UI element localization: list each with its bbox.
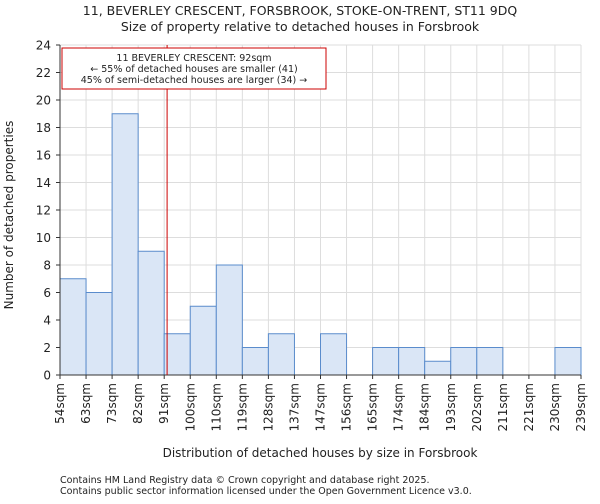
x-tick-label: 230sqm (548, 383, 562, 431)
y-tick-label: 12 (36, 204, 51, 218)
y-tick-label: 0 (43, 369, 51, 383)
histogram-bar (215, 264, 243, 376)
x-tick-label: 147sqm (314, 383, 328, 431)
x-tick-label: 73sqm (105, 383, 119, 424)
x-tick-label: 137sqm (287, 383, 301, 431)
histogram-bar (450, 347, 478, 376)
x-tick-label: 221sqm (522, 383, 536, 431)
x-tick-label: 91sqm (157, 383, 171, 424)
histogram-bar (59, 278, 87, 376)
histogram-bar (372, 347, 400, 376)
histogram-bar (189, 305, 217, 376)
histogram-bar (111, 113, 139, 376)
annotation-line-3: 45% of semi-detached houses are larger (… (81, 75, 308, 86)
property-annotation: 11 BEVERLEY CRESCENT: 92sqm ← 55% of det… (61, 47, 327, 90)
x-tick-label: 110sqm (209, 383, 223, 431)
x-tick-label: 54sqm (53, 383, 67, 424)
y-tick-label: 2 (43, 341, 51, 355)
histogram-bar (241, 347, 269, 376)
histogram-bar (137, 250, 165, 376)
annotation-line-2: ← 55% of detached houses are smaller (41… (90, 64, 297, 75)
x-tick-label: 211sqm (496, 383, 510, 431)
x-axis-label: Distribution of detached houses by size … (163, 446, 478, 460)
y-tick-label: 18 (36, 121, 51, 135)
x-tick-label: 202sqm (470, 383, 484, 431)
histogram-bar (320, 333, 348, 376)
annotation-box (61, 47, 327, 90)
y-tick-label: 4 (43, 314, 51, 328)
y-tick-label: 14 (36, 176, 51, 190)
histogram-bar (398, 347, 426, 376)
x-tick-label: 119sqm (235, 383, 249, 431)
annotation-line-1: 11 BEVERLEY CRESCENT: 92sqm (116, 53, 271, 64)
x-tick-label: 193sqm (444, 383, 458, 431)
y-tick-label: 16 (36, 149, 51, 163)
histogram-bar (267, 333, 295, 376)
y-tick-label: 20 (36, 94, 51, 108)
histogram-bar (163, 333, 191, 376)
x-tick-label: 174sqm (392, 383, 406, 431)
x-tick-label: 100sqm (183, 383, 197, 431)
histogram-bar (554, 347, 582, 376)
x-tick-label: 165sqm (366, 383, 380, 431)
histogram-bar (85, 292, 113, 376)
footer-line-2: Contains public sector information licen… (60, 486, 472, 497)
x-tick-label: 128sqm (261, 383, 275, 431)
x-tick-label: 63sqm (79, 383, 93, 424)
x-tick-label: 82sqm (131, 383, 145, 424)
footer-line-1: Contains HM Land Registry data © Crown c… (60, 475, 430, 486)
chart-title: 11, BEVERLEY CRESCENT, FORSBROOK, STOKE-… (83, 3, 518, 18)
y-tick-label: 10 (36, 231, 51, 245)
histogram-bar (424, 360, 452, 376)
y-tick-label: 8 (43, 259, 51, 273)
x-tick-label: 184sqm (418, 383, 432, 431)
bars-layer (59, 113, 582, 376)
x-tick-label: 239sqm (574, 383, 588, 431)
y-tick-label: 24 (36, 39, 51, 53)
y-tick-label: 6 (43, 286, 51, 300)
y-axis-label: Number of detached properties (2, 121, 16, 310)
histogram-bar (476, 347, 504, 376)
x-tick-label: 156sqm (340, 383, 354, 431)
chart-subtitle: Size of property relative to detached ho… (121, 19, 480, 34)
y-tick-label: 22 (36, 66, 51, 80)
